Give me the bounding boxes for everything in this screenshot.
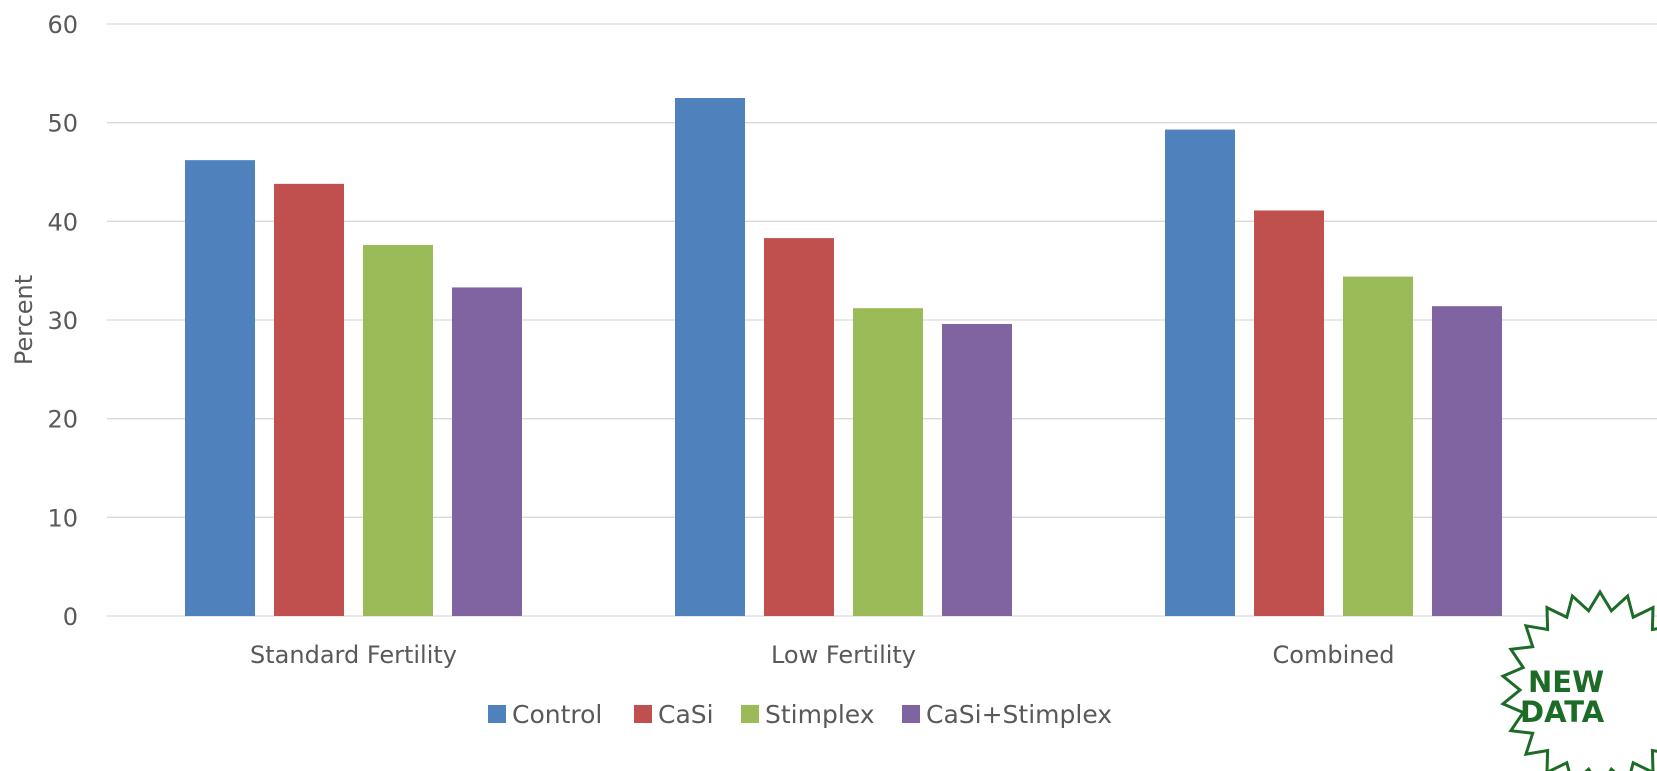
- legend-label: Control: [512, 700, 602, 729]
- y-tick-label: 0: [63, 603, 78, 631]
- y-tick-label: 40: [47, 208, 78, 236]
- bar: [942, 323, 1012, 616]
- legend-label: CaSi+Stimplex: [926, 700, 1112, 729]
- bar: [363, 245, 433, 616]
- x-axis-categories: Standard Fertility Low Fertility Combined: [250, 641, 1394, 669]
- x-category-label: Combined: [1273, 641, 1395, 669]
- bars: [185, 98, 1502, 617]
- y-tick-label: 30: [47, 307, 78, 335]
- legend-swatch: [902, 705, 920, 723]
- bar: [1165, 129, 1235, 616]
- y-axis-label: Percent: [10, 275, 38, 365]
- y-tick-label: 60: [47, 11, 78, 39]
- bar: [452, 287, 522, 616]
- legend-label: Stimplex: [765, 700, 875, 729]
- bar: [853, 308, 923, 616]
- bar: [1254, 210, 1324, 617]
- y-tick-label: 20: [47, 406, 78, 434]
- x-category-label: Standard Fertility: [250, 641, 457, 669]
- badge-line-1: NEW: [1528, 665, 1604, 699]
- bar: [1343, 276, 1413, 616]
- legend-swatch: [634, 705, 652, 723]
- badge-starburst: [1500, 589, 1657, 771]
- bar: [764, 238, 834, 616]
- legend-swatch: [741, 705, 759, 723]
- bar: [274, 183, 344, 616]
- legend: Control CaSi Stimplex CaSi+Stimplex: [488, 700, 1112, 729]
- legend-label: CaSi: [658, 700, 714, 729]
- y-tick-label: 50: [47, 110, 78, 138]
- y-axis-ticks: 0 10 20 30 40 50 60: [47, 11, 78, 631]
- badge-line-2: DATA: [1520, 695, 1605, 729]
- new-data-badge: NEW DATA: [1500, 589, 1657, 771]
- bar: [675, 98, 745, 616]
- bar: [185, 160, 255, 616]
- bar: [1432, 306, 1502, 616]
- x-category-label: Low Fertility: [771, 641, 916, 669]
- legend-swatch: [488, 705, 506, 723]
- y-tick-label: 10: [47, 504, 78, 532]
